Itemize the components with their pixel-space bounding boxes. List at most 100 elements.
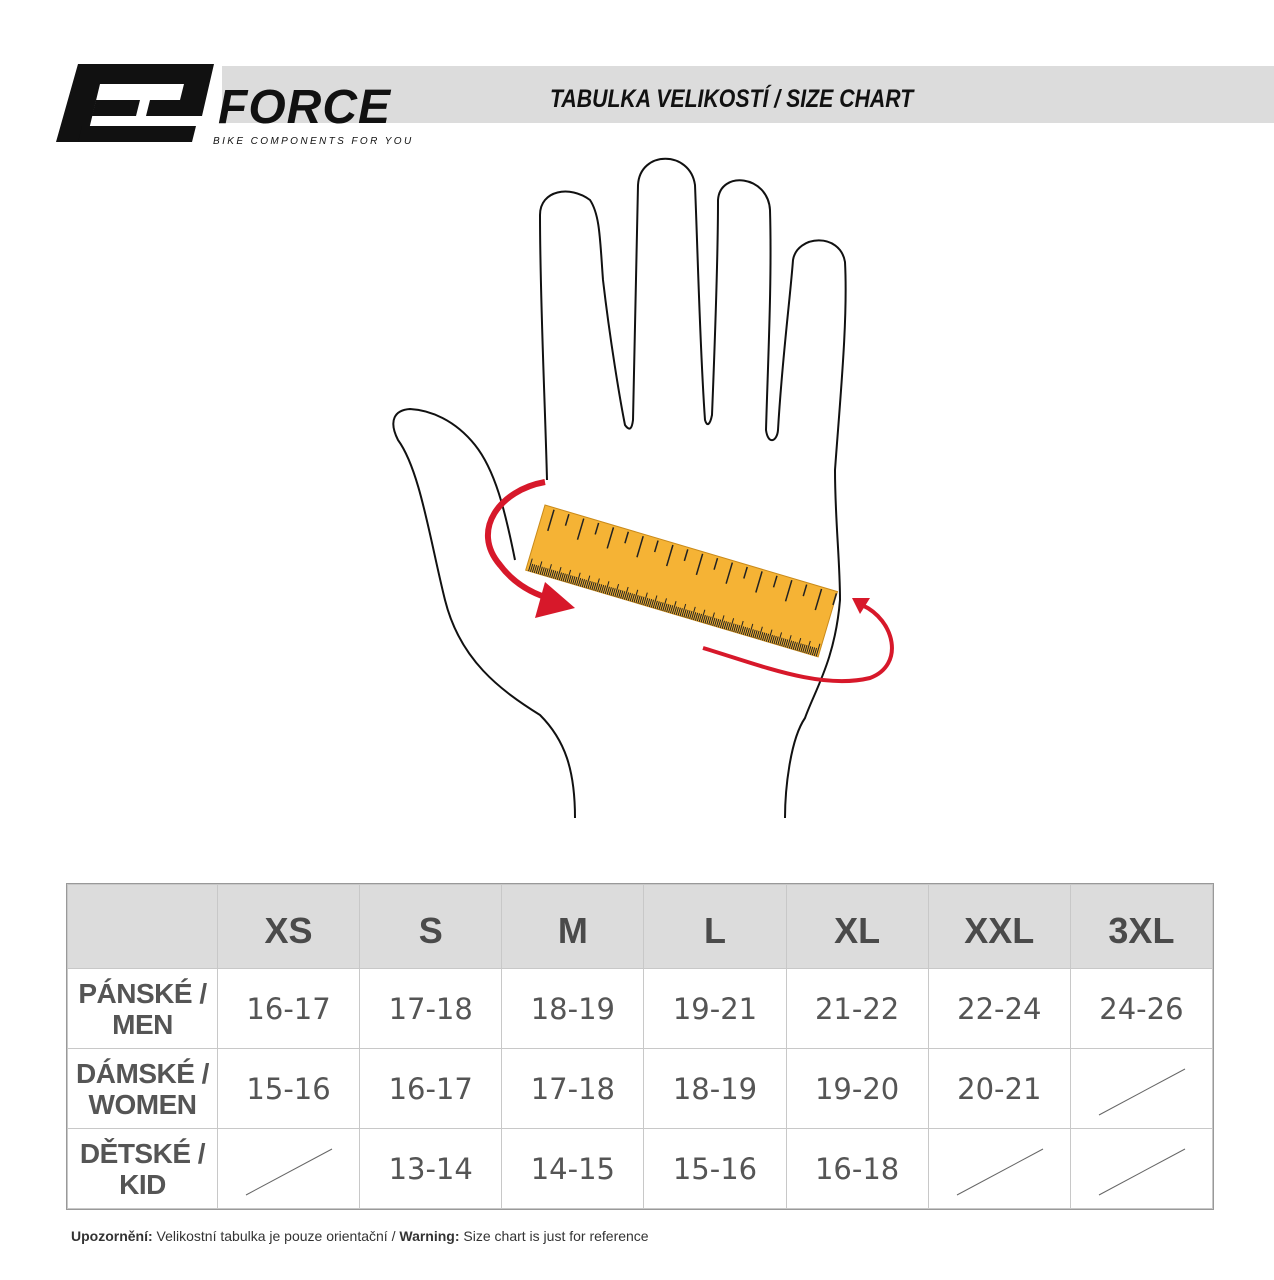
tape-tick: [641, 596, 645, 605]
tape-tick: [740, 626, 745, 635]
size-cell: 20-21: [927, 1048, 1071, 1129]
tape-tick: [760, 631, 764, 640]
tape-tick: [562, 573, 566, 582]
tape-tick: [612, 588, 616, 597]
brand-name: FORCE: [218, 81, 391, 134]
tape-tick: [743, 566, 748, 579]
tape-tick: [537, 561, 543, 575]
footer-warning: Upozornění: Velikostní tabulka je pouze …: [71, 1228, 649, 1244]
tape-tick: [698, 613, 702, 622]
tape-tick: [622, 591, 626, 600]
arrow-right-head: [852, 598, 870, 614]
tape-tick: [781, 638, 785, 647]
tape-tick: [654, 600, 658, 609]
tape-tick: [733, 624, 737, 632]
warning-en-text: Size chart is just for reference: [459, 1228, 649, 1244]
tape-tick: [790, 641, 795, 650]
table-row: DĚTSKÉ / KID 13-14 14-15 15-16 16-18: [67, 1128, 1214, 1209]
row-label-en: MEN: [112, 1008, 173, 1040]
tape-tick: [623, 586, 629, 600]
tape-tick: [660, 602, 664, 611]
tape-tick: [665, 544, 674, 567]
size-cell: 16-17: [216, 968, 361, 1049]
tape-tick: [541, 567, 545, 576]
diagonal-slash: [245, 1148, 333, 1196]
tape-tick: [714, 618, 718, 627]
tape-tick: [645, 597, 649, 606]
tape-tick: [779, 637, 783, 646]
tape-tick: [533, 564, 538, 573]
tape-tick: [763, 633, 768, 642]
tape-tick: [689, 610, 693, 619]
tape-tick: [627, 592, 632, 601]
tape-tick: [666, 604, 670, 613]
tape-tick: [583, 579, 587, 588]
hand-measurement-illustration: [392, 157, 894, 819]
size-cell: 16-17: [359, 1048, 503, 1129]
tape-tick: [528, 558, 533, 572]
tape-tick: [814, 588, 823, 611]
column-header: [67, 884, 218, 969]
size-cell: 18-19: [501, 968, 645, 1049]
tape-tick: [685, 609, 689, 618]
tape-tick: [539, 566, 543, 575]
tape-tick: [671, 601, 677, 614]
tape-tick: [624, 531, 630, 544]
tape-tick: [574, 576, 578, 585]
tape-tick: [635, 595, 639, 604]
tape-tick: [545, 568, 549, 577]
tape-tick: [693, 612, 697, 621]
tape-tick: [593, 582, 597, 591]
tape-tick: [587, 580, 591, 589]
tape-tick: [549, 569, 553, 578]
tape-tick: [631, 593, 635, 602]
tape-tick: [606, 527, 615, 549]
tape-tick: [775, 636, 779, 645]
row-label: DĚTSKÉ / KID: [67, 1128, 218, 1209]
tape-tick: [543, 567, 547, 576]
tape-tick: [719, 615, 725, 628]
tape-tick: [725, 562, 734, 584]
column-header: XXL: [927, 884, 1071, 969]
tape-tick: [808, 646, 812, 655]
tape-tick: [755, 571, 763, 593]
tape-tick: [756, 630, 760, 639]
tape-tick: [771, 635, 775, 644]
row-label-cz: DÁMSKÉ /: [76, 1057, 209, 1089]
size-cell: 15-16: [643, 1128, 787, 1209]
tape-tick: [784, 579, 793, 602]
tape-tick: [558, 572, 562, 581]
tape-tick: [591, 581, 595, 590]
tape-tick: [633, 589, 639, 603]
tape-tick: [600, 584, 605, 593]
tape-tick: [564, 574, 568, 582]
tape-tick: [813, 647, 818, 656]
tape-tick: [579, 578, 584, 587]
tape-tick: [618, 589, 622, 598]
tape-tick: [551, 570, 555, 579]
tape-tick: [786, 635, 792, 648]
tape-tick: [683, 609, 687, 618]
size-cell: 13-14: [359, 1128, 503, 1209]
tape-tick: [773, 635, 777, 644]
tape-tick: [727, 622, 731, 631]
size-cell: 16-18: [785, 1128, 929, 1209]
tape-tick: [729, 618, 735, 631]
tape-tick: [673, 606, 678, 615]
tape-tick: [629, 593, 633, 602]
tape-tick: [721, 620, 725, 629]
tape-tick: [636, 535, 644, 558]
row-label: DÁMSKÉ / WOMEN: [67, 1048, 218, 1129]
brand-tagline: BIKE COMPONENTS FOR YOU: [213, 136, 414, 147]
tape-tick: [712, 617, 716, 626]
tape-tick: [570, 575, 574, 584]
tape-tick: [691, 606, 696, 620]
tape-tick: [581, 579, 586, 588]
tape-tick: [769, 634, 773, 643]
tape-tick: [706, 616, 710, 625]
table-row: DÁMSKÉ / WOMEN 15-16 16-17 17-18 18-19 19-20 20…: [67, 1048, 1214, 1129]
size-cell: 15-16: [216, 1048, 361, 1129]
tape-tick: [744, 627, 749, 636]
tape-tick: [767, 629, 773, 643]
tape-tick: [585, 575, 591, 589]
